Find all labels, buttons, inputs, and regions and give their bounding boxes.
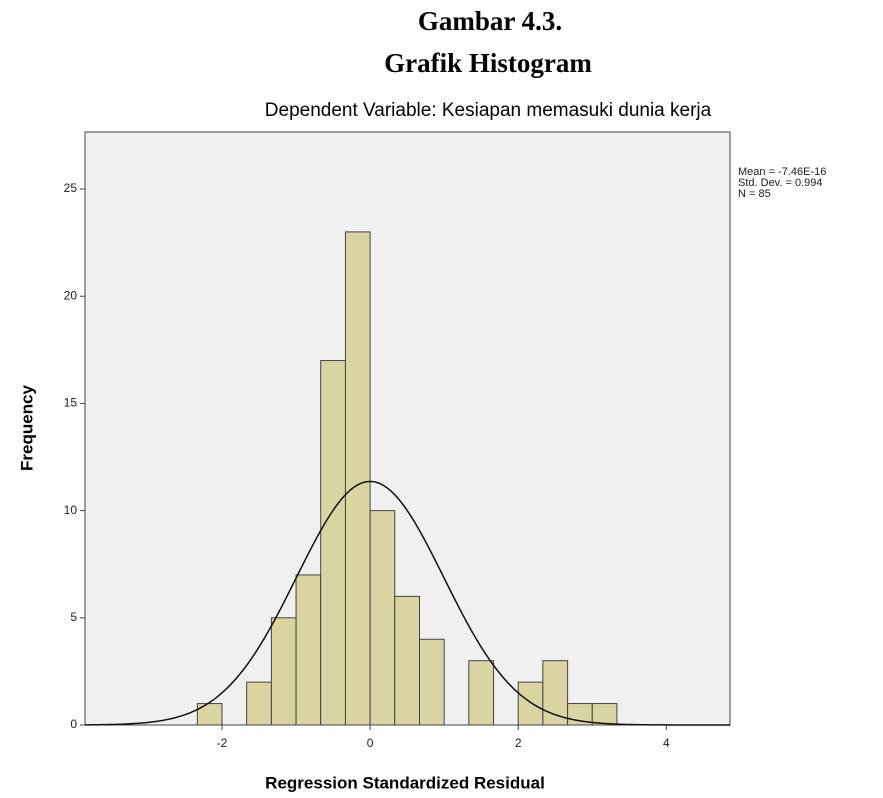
subheading: Grafik Histogram — [384, 48, 592, 78]
bar — [320, 360, 346, 726]
bar — [394, 595, 420, 726]
y-tick-label: 20 — [64, 288, 78, 302]
stats-label: Std. Dev. = 0.994 — [738, 177, 823, 189]
x-tick-label: 0 — [367, 736, 374, 750]
bar — [468, 660, 495, 726]
normal-curve — [84, 480, 730, 726]
stats-label: N = 85 — [738, 188, 771, 200]
bar — [369, 510, 396, 726]
x-tick-label: 2 — [515, 736, 522, 750]
bar — [344, 231, 371, 726]
x-tick-label: 4 — [663, 736, 670, 750]
bar — [270, 617, 297, 726]
heading: Gambar 4.3. — [418, 6, 562, 36]
bar — [418, 638, 445, 726]
stats-label: Mean = -7.46E-16 — [738, 166, 826, 178]
y-tick-label: 5 — [70, 610, 77, 624]
chart-title: Dependent Variable: Kesiapan memasuki du… — [265, 100, 712, 121]
y-axis-label: Frequency — [17, 384, 36, 471]
bar — [196, 703, 223, 726]
bar — [591, 703, 618, 726]
x-axis-label: Regression Standardized Residual — [265, 773, 545, 792]
y-tick-label: 10 — [64, 503, 78, 517]
bar — [295, 574, 322, 726]
bar — [246, 681, 272, 726]
bar — [517, 681, 544, 726]
y-tick-label: 25 — [64, 181, 78, 195]
x-tick-label: -2 — [217, 736, 228, 750]
y-tick-label: 15 — [64, 396, 78, 410]
y-tick-label: 0 — [70, 717, 77, 731]
